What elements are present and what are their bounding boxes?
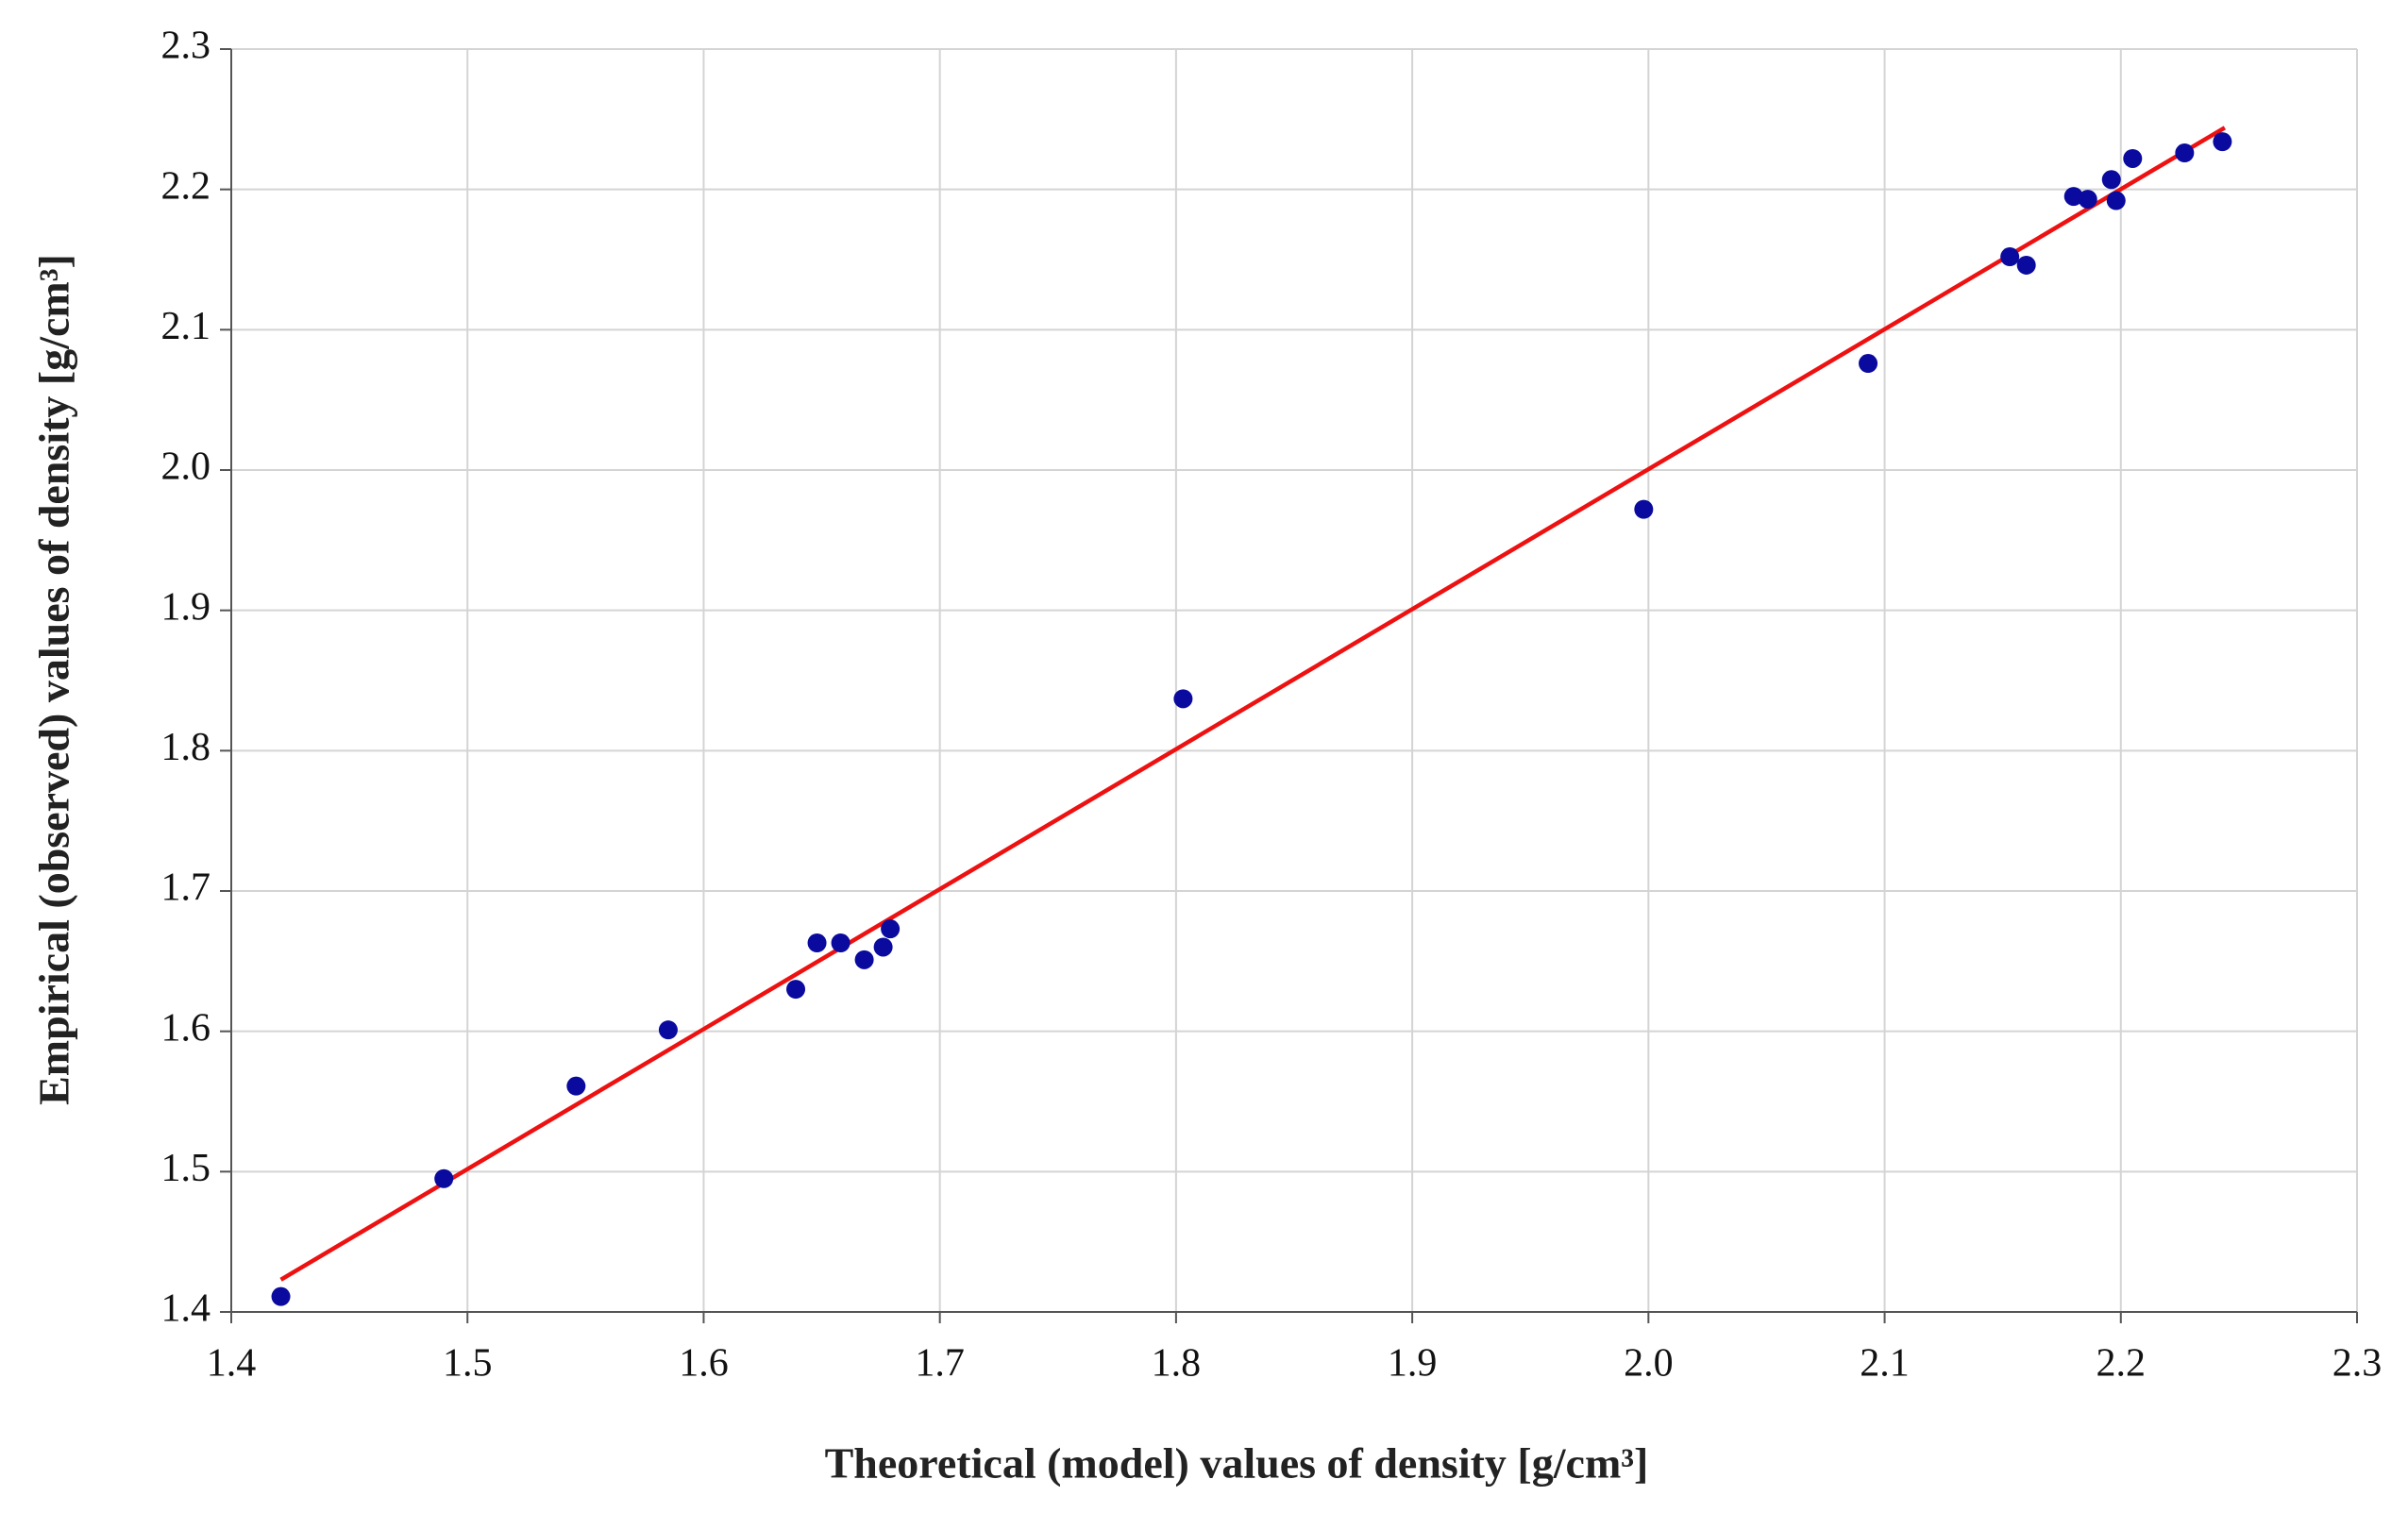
- x-tick-label: 1.4: [207, 1342, 257, 1386]
- point: [2016, 255, 2036, 275]
- point: [434, 1168, 454, 1188]
- point: [807, 933, 827, 953]
- x-tick-label: 2.0: [1624, 1342, 1674, 1386]
- x-tick-label: 1.5: [443, 1342, 493, 1386]
- y-tick-label: 1.5: [161, 1147, 211, 1190]
- point: [1173, 689, 1193, 709]
- point: [2123, 148, 2143, 168]
- y-tick-label: 1.6: [161, 1006, 211, 1050]
- point: [2063, 187, 2083, 207]
- y-axis-label: Empirical (observed) values of density […: [30, 254, 78, 1105]
- point: [658, 1020, 678, 1040]
- point: [873, 937, 893, 957]
- point: [2106, 191, 2126, 210]
- x-tick-label: 2.1: [1860, 1342, 1910, 1386]
- y-tick-label: 1.8: [161, 726, 211, 769]
- x-tick-label: 1.7: [915, 1342, 965, 1386]
- x-tick-label: 2.2: [2096, 1342, 2147, 1386]
- x-tick-label: 1.6: [679, 1342, 729, 1386]
- y-tick-label: 2.1: [161, 305, 211, 348]
- x-tick-label: 1.9: [1388, 1342, 1438, 1386]
- point: [881, 919, 901, 939]
- point: [854, 950, 874, 969]
- point: [2101, 170, 2121, 190]
- point: [1634, 499, 1654, 519]
- y-tick-label: 2.2: [161, 164, 211, 208]
- trend-line: [279, 126, 2227, 1282]
- point: [2000, 247, 2020, 267]
- y-tick-label: 1.9: [161, 585, 211, 629]
- y-tick-label: 2.3: [161, 25, 211, 68]
- x-tick-label: 2.3: [2332, 1342, 2383, 1386]
- point: [786, 980, 806, 1000]
- x-tick-label: 1.8: [1152, 1342, 1202, 1386]
- point: [2213, 132, 2232, 152]
- y-tick-label: 1.7: [161, 866, 211, 910]
- point: [831, 933, 850, 953]
- y-tick-label: 1.4: [161, 1287, 211, 1331]
- x-axis-label: Theoretical (model) values of density [g…: [825, 1439, 1649, 1488]
- y-tick-label: 2.0: [161, 445, 211, 489]
- point: [271, 1286, 291, 1306]
- point: [2078, 190, 2097, 210]
- point: [2175, 143, 2195, 163]
- point: [1859, 354, 1878, 374]
- point: [566, 1076, 586, 1096]
